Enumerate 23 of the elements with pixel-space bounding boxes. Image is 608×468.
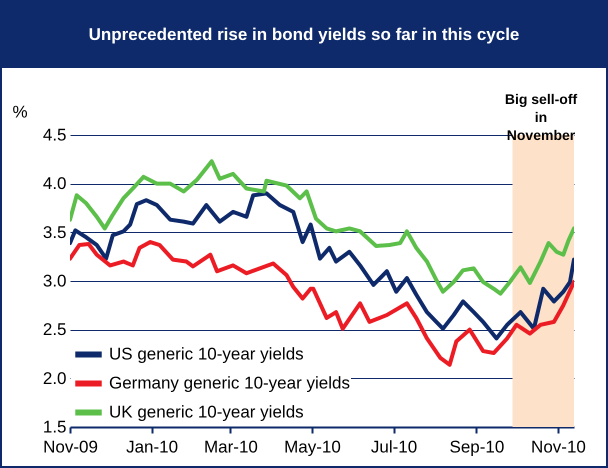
legend-label: US generic 10-year yields bbox=[109, 344, 304, 364]
line-series bbox=[70, 159, 574, 296]
legend-label: UK generic 10-year yields bbox=[109, 402, 304, 422]
x-tick-label: Jan-10 bbox=[126, 438, 178, 456]
x-tick-label: Mar-10 bbox=[204, 438, 258, 456]
chart-title: Unprecedented rise in bond yields so far in this cycle bbox=[2, 2, 606, 68]
legend-label: Germany generic 10-year yields bbox=[109, 374, 350, 392]
y-tick-label: 4.0 bbox=[42, 174, 66, 194]
line-series bbox=[70, 240, 574, 367]
y-tick-label: 4.5 bbox=[42, 126, 66, 144]
x-tick-label: Sep-10 bbox=[449, 438, 504, 456]
x-tick-label: Jul-10 bbox=[370, 438, 418, 456]
line-series bbox=[70, 191, 574, 340]
y-tick-label: 1.5 bbox=[42, 418, 66, 436]
y-tick-label: 3.5 bbox=[42, 222, 66, 242]
x-tick-label: Nov-09 bbox=[43, 438, 98, 456]
x-tick-label: Nov-10 bbox=[531, 438, 586, 456]
y-axis-title: % bbox=[12, 102, 28, 122]
annotation: Big sell-off in November bbox=[504, 91, 578, 143]
y-tick-label: 2.0 bbox=[42, 368, 66, 388]
x-tick-label: May-10 bbox=[284, 438, 341, 456]
y-tick-label: 2.5 bbox=[42, 320, 66, 340]
y-tick-label: 3.0 bbox=[42, 272, 66, 290]
